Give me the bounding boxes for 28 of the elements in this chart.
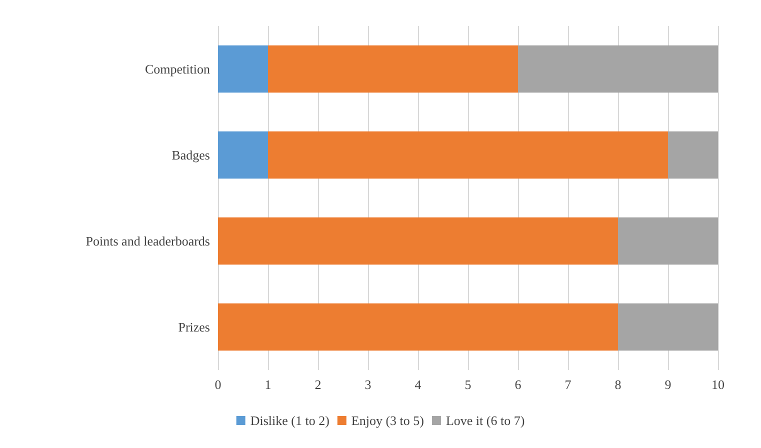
- legend-label: Enjoy (3 to 5): [351, 413, 424, 428]
- y-tick-label: Prizes: [178, 320, 210, 334]
- bar: [618, 303, 718, 351]
- x-tick-label: 5: [464, 377, 472, 392]
- x-tick-label: 4: [414, 377, 422, 392]
- x-tick-label: 8: [614, 377, 622, 392]
- x-tick-label: 10: [712, 377, 724, 392]
- x-tick-label: 7: [564, 377, 572, 392]
- x-tick-label: 2: [314, 377, 322, 392]
- legend-label: Love it (6 to 7): [446, 413, 525, 428]
- legend-label: Dislike (1 to 2): [250, 413, 330, 428]
- x-tick-label: 1: [264, 377, 272, 392]
- bar: [218, 45, 268, 93]
- x-tick-label: 0: [214, 377, 222, 392]
- bar: [618, 217, 718, 265]
- bar: [668, 131, 718, 179]
- bar: [268, 45, 518, 93]
- bar: [518, 45, 718, 93]
- bar: [268, 131, 668, 179]
- bar: [218, 131, 268, 179]
- x-tick-label: 3: [364, 377, 372, 392]
- y-tick-label: Badges: [172, 148, 210, 162]
- y-tick-label: Points and leaderboards: [86, 234, 210, 248]
- bar: [218, 303, 618, 351]
- y-tick-label: Competition: [145, 62, 210, 76]
- bar: [218, 217, 618, 265]
- x-tick-label: 6: [514, 377, 522, 392]
- x-tick-label: 9: [664, 377, 672, 392]
